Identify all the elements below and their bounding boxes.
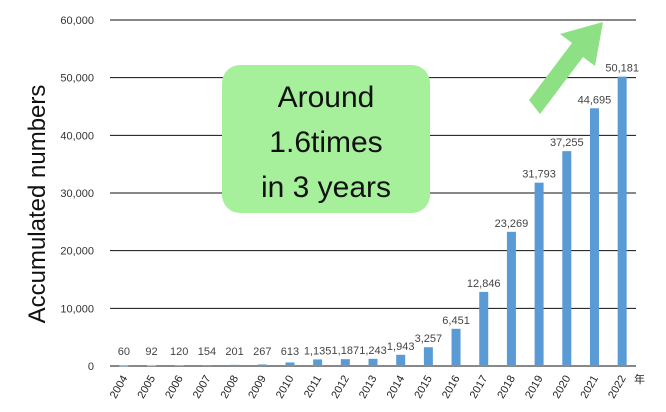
bar-2004: [119, 365, 129, 367]
x-tick-label: 2008: [219, 374, 242, 401]
bar-2014: [396, 354, 406, 366]
x-tick-label: 2022: [606, 374, 629, 401]
x-tick-label: 2006: [163, 374, 186, 401]
x-tick-label: 2017: [468, 374, 491, 401]
bar-2007: [202, 365, 212, 366]
data-label-2011: 1,135: [304, 345, 332, 357]
bar-2022: [617, 76, 627, 367]
x-tick-label: 2012: [329, 374, 352, 401]
data-label-2005: 92: [145, 346, 157, 358]
y-axis-ticks: 0 10,000 20,000 30,000 40,000 50,000 60,000: [60, 15, 94, 373]
x-tick-label: 2018: [495, 374, 518, 401]
bar-2011: [313, 359, 323, 366]
data-label-2021: 44,695: [578, 94, 612, 106]
y-axis-label: Accumulated numbers: [24, 85, 51, 324]
data-label-2020: 37,255: [550, 137, 584, 149]
bar-2019: [534, 182, 544, 366]
x-tick-label: 2015: [412, 374, 435, 401]
arrow-shape: [529, 22, 603, 114]
x-tick-label: 2020: [551, 374, 574, 401]
x-tick-label: 2016: [440, 374, 463, 401]
y-tick-label: 60,000: [60, 15, 94, 27]
y-tick-label: 50,000: [60, 73, 94, 85]
bar-2021: [589, 108, 599, 366]
bar-2013: [368, 358, 378, 366]
data-label-2010: 613: [281, 346, 299, 358]
callout: Around 1.6times in 3 years: [222, 65, 430, 213]
data-label-2006: 120: [170, 346, 188, 358]
data-label-2022: 50,181: [605, 63, 639, 75]
data-label-2018: 23,269: [495, 218, 529, 230]
bar-2012: [340, 359, 350, 366]
trend-arrow: [529, 22, 603, 114]
x-tick-label: 2009: [246, 374, 269, 401]
data-label-2004: 60: [118, 346, 130, 358]
callout-box: [222, 65, 430, 213]
bar-2017: [479, 291, 489, 366]
y-tick-label: 10,000: [60, 303, 94, 315]
bar-2005: [147, 365, 157, 367]
x-tick-label: 2011: [302, 374, 324, 400]
x-tick-label: 2019: [523, 374, 546, 401]
data-label-2014: 1,943: [387, 341, 415, 353]
x-tick-label: 2005: [135, 374, 158, 401]
data-label-2008: 201: [225, 346, 243, 358]
x-axis-unit: 年: [634, 372, 645, 386]
x-tick-label: 2010: [274, 374, 297, 401]
data-label-2009: 267: [253, 346, 271, 358]
bar-2009: [257, 364, 267, 366]
bar-2020: [562, 151, 572, 366]
x-tick-label: 2004: [108, 374, 131, 401]
bar-2008: [230, 364, 240, 366]
bars: [119, 76, 627, 367]
data-label-2019: 31,793: [522, 169, 556, 181]
x-tick-label: 2007: [191, 374, 214, 401]
data-label-2016: 6,451: [442, 315, 470, 327]
y-tick-label: 0: [88, 361, 94, 373]
callout-line-3: in 3 years: [261, 171, 391, 204]
data-labels: 60 92 120 154 201 267 613 1,135 1,187 1,243 1,9433…: [118, 63, 639, 358]
bar-2006: [174, 365, 184, 366]
y-tick-label: 40,000: [60, 130, 94, 142]
bar-2018: [506, 231, 516, 366]
bar-2016: [451, 328, 461, 366]
data-label-2012: 1,187: [332, 345, 360, 357]
x-axis-tick-labels: 2004 2005 2006 2007 2008 2009 2010 2011 2012 2013…: [108, 374, 629, 401]
data-label-2015: 3,257: [415, 333, 443, 345]
callout-line-1: Around: [278, 81, 375, 114]
x-tick-label: 2013: [357, 374, 380, 401]
x-tick-label: 2014: [385, 374, 408, 401]
x-tick-label: 2021: [578, 374, 601, 401]
data-label-2017: 12,846: [467, 278, 501, 290]
bar-2010: [285, 362, 295, 366]
y-tick-label: 30,000: [60, 188, 94, 200]
data-label-2013: 1,243: [359, 345, 387, 357]
y-tick-label: 20,000: [60, 246, 94, 258]
callout-line-2: 1.6times: [269, 126, 382, 159]
data-label-2007: 154: [198, 346, 216, 358]
bar-2015: [423, 347, 433, 366]
